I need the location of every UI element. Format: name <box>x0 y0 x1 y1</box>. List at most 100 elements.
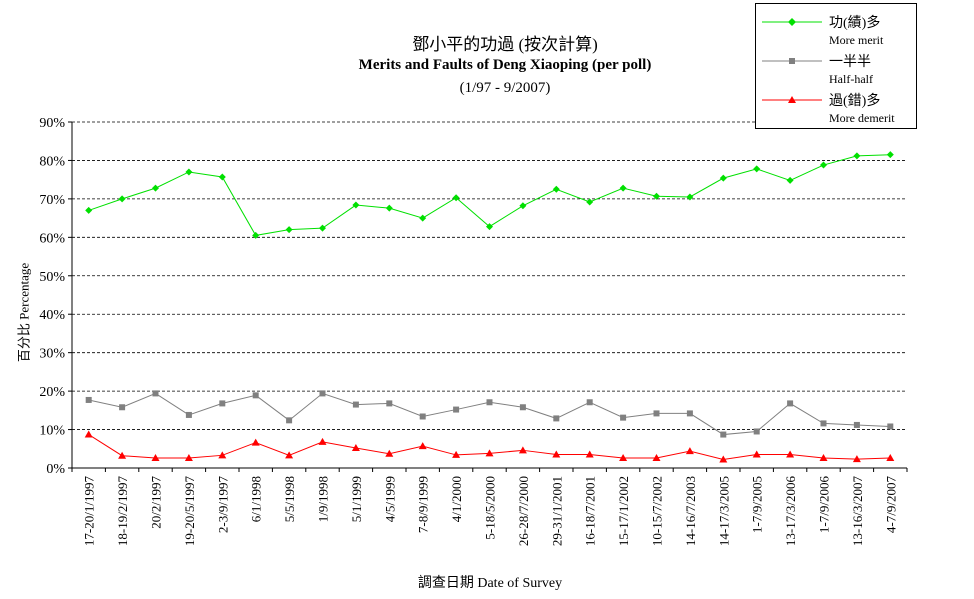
x-tick-label: 5/5/1998 <box>282 476 297 522</box>
data-point-more-demerit <box>251 438 260 446</box>
legend-label-en: More demerit <box>829 111 895 125</box>
y-tick-label: 0% <box>46 462 65 477</box>
data-point-more-merit <box>719 174 727 182</box>
x-tick-label: 7-8/9/1999 <box>416 476 431 533</box>
data-point-half-half <box>85 396 92 403</box>
y-tick-label: 30% <box>39 347 65 362</box>
x-tick-label: 2-3/9/1997 <box>215 476 230 534</box>
x-tick-label: 4/5/1999 <box>382 476 397 522</box>
data-point-more-demerit <box>619 454 628 462</box>
legend-item-half-half: 一半半 Half-half <box>756 48 916 88</box>
x-tick-label: 29-31/1/2001 <box>549 476 564 546</box>
data-point-more-demerit <box>318 437 327 445</box>
legend-swatch-half-half <box>762 58 822 64</box>
data-point-more-merit <box>619 184 627 192</box>
data-point-more-demerit <box>819 454 828 462</box>
x-tick-label: 15-17/1/2002 <box>616 476 631 546</box>
chart-period: (1/97 - 9/2007) <box>459 80 551 96</box>
legend-label: 功(績)多 <box>829 16 881 31</box>
plot-area <box>84 151 895 463</box>
data-point-more-merit <box>385 204 393 212</box>
data-point-more-merit <box>686 193 694 201</box>
data-point-more-demerit <box>585 450 594 458</box>
data-point-more-merit <box>218 173 226 181</box>
data-point-more-merit <box>653 192 660 200</box>
legend-label-en: Half-half <box>829 72 873 86</box>
data-point-more-merit <box>285 226 293 234</box>
data-point-half-half <box>553 415 560 422</box>
data-point-half-half <box>219 400 226 407</box>
x-tick-label: 4-7/9/2007 <box>883 476 898 534</box>
data-point-half-half <box>753 428 760 435</box>
data-point-half-half <box>152 390 159 397</box>
data-point-half-half <box>820 420 827 427</box>
x-tick-label: 16-18/7/2001 <box>583 476 598 546</box>
data-point-more-merit <box>519 202 527 210</box>
data-point-more-demerit <box>351 444 360 452</box>
y-tick-label: 40% <box>39 308 65 323</box>
data-point-more-demerit <box>752 450 761 458</box>
y-tick-label: 10% <box>39 424 65 439</box>
data-point-half-half <box>419 413 426 420</box>
data-point-more-merit <box>152 184 159 192</box>
x-tick-label: 19-20/5/1997 <box>182 476 197 547</box>
x-tick-label: 18-19/2/1997 <box>115 476 130 547</box>
data-point-more-merit <box>486 223 493 231</box>
data-point-half-half <box>119 404 126 411</box>
data-point-more-demerit <box>652 454 661 462</box>
legend-swatch-more-merit <box>762 18 822 26</box>
x-tick-label: 10-15/7/2002 <box>650 476 665 546</box>
data-point-more-demerit <box>485 449 494 457</box>
x-tick-label: 26-28/7/2000 <box>516 476 531 546</box>
data-point-more-demerit <box>84 430 93 438</box>
data-point-more-merit <box>452 194 460 202</box>
legend-swatch-more-demerit <box>762 96 822 103</box>
x-tick-label: 6/1/1998 <box>249 476 264 522</box>
data-point-more-demerit <box>685 447 694 455</box>
data-point-more-demerit <box>118 451 127 459</box>
data-point-half-half <box>853 421 860 428</box>
y-tick-label: 50% <box>39 270 65 285</box>
data-point-more-demerit <box>786 450 795 458</box>
gridlines <box>72 121 907 430</box>
data-point-more-demerit <box>518 446 527 454</box>
y-axis-label: 百分比 Percentage <box>16 262 32 363</box>
x-tick-label: 1-7/9/2006 <box>817 476 832 534</box>
x-tick-label: 17-20/1/1997 <box>82 476 97 547</box>
data-point-more-demerit <box>886 454 895 462</box>
data-point-more-merit <box>786 176 794 184</box>
x-tick-label: 4/1/2000 <box>449 476 464 522</box>
data-point-more-merit <box>552 185 560 193</box>
data-point-half-half <box>352 401 359 408</box>
data-point-half-half <box>653 410 660 417</box>
x-tick-label: 13-16/3/2007 <box>850 476 865 547</box>
data-point-more-merit <box>85 206 93 214</box>
legend-item-more-demerit: 過(錯)多 More demerit <box>756 87 916 127</box>
data-point-half-half <box>486 399 493 406</box>
data-point-half-half <box>386 400 393 407</box>
data-point-more-merit <box>853 152 861 160</box>
data-point-more-merit <box>419 214 427 222</box>
data-point-more-demerit <box>852 455 861 463</box>
y-tick-label: 70% <box>39 193 65 208</box>
data-point-more-merit <box>118 195 126 203</box>
legend-label: 過(錯)多 <box>829 94 881 109</box>
x-tick-label: 1/9/1998 <box>316 476 331 522</box>
legend-label: 一半半 <box>829 55 871 70</box>
axes <box>68 121 908 472</box>
data-point-more-merit <box>352 201 360 209</box>
data-point-more-demerit <box>218 451 227 459</box>
chart-title: 鄧小平的功過 (按次計算) <box>412 35 598 54</box>
x-tick-labels: 17-20/1/1997 18-19/2/1997 20/2/1997 19-20/5… <box>82 476 899 547</box>
data-point-more-demerit <box>184 454 193 462</box>
data-point-more-merit <box>586 198 594 206</box>
data-point-half-half <box>686 410 693 417</box>
data-point-half-half <box>586 399 593 406</box>
data-point-half-half <box>787 400 794 407</box>
chart-subtitle: Merits and Faults of Deng Xiaoping (per … <box>358 57 652 73</box>
data-point-more-demerit <box>285 451 294 459</box>
legend: 功(績)多 More merit 一半半 Half-half 過(錯)多 Mor… <box>755 3 917 129</box>
data-point-more-merit <box>185 168 193 176</box>
x-tick-label: 13-17/3/2006 <box>783 476 798 547</box>
